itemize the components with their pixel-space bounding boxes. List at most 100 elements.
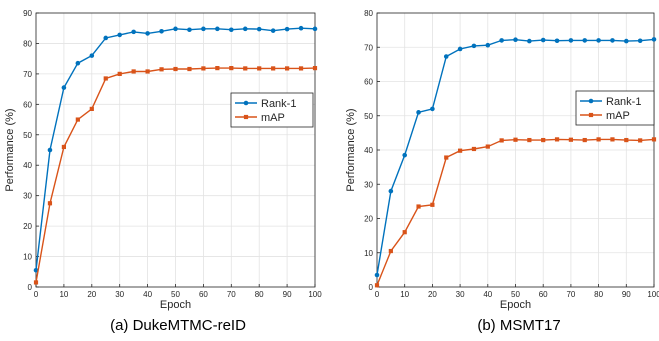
legend-marker (588, 98, 594, 104)
data-point (582, 137, 587, 143)
y-tick-label: 10 (23, 253, 32, 262)
data-point (47, 147, 53, 153)
y-axis-label: Performance (%) (4, 108, 16, 191)
x-tick-label: 20 (87, 290, 96, 299)
x-tick-label: 0 (375, 290, 380, 299)
data-point (374, 272, 380, 278)
data-point (256, 26, 262, 32)
data-point (201, 26, 206, 32)
x-tick-label: 50 (171, 290, 180, 299)
data-point (610, 137, 615, 142)
x-tick-label: 70 (566, 290, 575, 299)
x-tick-label: 30 (456, 290, 465, 299)
data-point (33, 280, 39, 285)
y-tick-label: 90 (23, 9, 32, 18)
data-point (187, 27, 192, 33)
data-point (637, 38, 643, 44)
data-point (117, 71, 122, 76)
legend-marker (588, 112, 594, 118)
data-point (75, 117, 80, 122)
data-point (540, 37, 546, 43)
data-point (284, 26, 290, 32)
data-point (215, 66, 220, 71)
data-point (499, 38, 504, 43)
x-tick-label: 40 (483, 290, 492, 299)
data-point (610, 38, 615, 43)
data-point (145, 31, 150, 36)
data-point (117, 32, 122, 38)
data-point (271, 66, 276, 71)
x-axis-label: Epoch (500, 299, 531, 311)
y-tick-label: 30 (364, 180, 373, 189)
x-axis-label: Epoch (160, 299, 191, 311)
y-tick-label: 10 (364, 249, 373, 258)
data-point (485, 42, 491, 48)
x-tick-label: 80 (594, 290, 603, 299)
data-point (444, 155, 449, 160)
y-tick-label: 50 (364, 112, 373, 121)
x-tick-label: 70 (227, 290, 236, 299)
data-point (554, 38, 560, 44)
y-tick-label: 70 (23, 70, 32, 79)
data-point (229, 66, 234, 71)
data-point (471, 43, 477, 49)
legend-marker (243, 114, 249, 120)
data-point (285, 66, 290, 71)
x-tick-label: 50 (511, 290, 520, 299)
data-point (596, 137, 601, 142)
x-tick-label: 80 (255, 290, 264, 299)
data-point (568, 38, 574, 43)
data-point (312, 26, 318, 32)
data-point (103, 76, 108, 81)
y-tick-label: 30 (23, 192, 32, 201)
data-point (527, 38, 532, 44)
data-point (430, 106, 435, 112)
y-tick-label: 80 (23, 39, 32, 48)
data-point (61, 144, 66, 150)
data-point (229, 27, 234, 33)
x-tick-label: 90 (283, 290, 292, 299)
figure-caption: (a) DukeMTMC-reID (110, 317, 246, 334)
data-point (430, 202, 435, 207)
y-tick-label: 80 (364, 9, 373, 18)
legend-label: Rank-1 (261, 98, 296, 110)
data-point (243, 66, 248, 71)
chart-duke: 0 10 20 30 40 50 60 70 80 90 100 0 10 20 30 40 50 60 70 80 9… (4, 9, 322, 334)
y-tick-label: 0 (28, 283, 33, 292)
data-point (388, 188, 394, 194)
data-point (298, 25, 304, 31)
data-point (298, 66, 304, 71)
y-tick-label: 60 (364, 78, 373, 87)
x-tick-label: 30 (115, 290, 124, 299)
x-tick-label: 100 (647, 290, 659, 299)
legend-label: Rank-1 (606, 96, 641, 108)
data-point (568, 137, 573, 142)
y-tick-label: 60 (23, 100, 32, 109)
x-tick-label: 0 (34, 290, 39, 299)
y-tick-label: 70 (364, 43, 373, 52)
data-point (47, 201, 53, 206)
data-point (527, 137, 532, 143)
data-point (89, 106, 94, 111)
x-tick-label: 60 (539, 290, 548, 299)
data-point (457, 46, 463, 52)
data-point (541, 137, 546, 143)
data-point (187, 66, 192, 72)
data-point (624, 137, 629, 143)
data-point (201, 66, 206, 71)
data-point (499, 138, 504, 143)
data-point (61, 85, 67, 90)
legend-box (575, 90, 655, 126)
data-point (458, 148, 463, 153)
legend-marker (243, 100, 249, 106)
data-point (374, 283, 380, 288)
y-tick-label: 40 (364, 146, 373, 155)
x-tick-label: 100 (308, 290, 322, 299)
data-point (270, 28, 276, 33)
x-tick-label: 20 (428, 290, 437, 299)
data-point (513, 137, 518, 142)
data-point (159, 28, 164, 34)
y-tick-label: 20 (23, 222, 32, 231)
data-point (651, 37, 657, 42)
data-point (89, 53, 95, 58)
